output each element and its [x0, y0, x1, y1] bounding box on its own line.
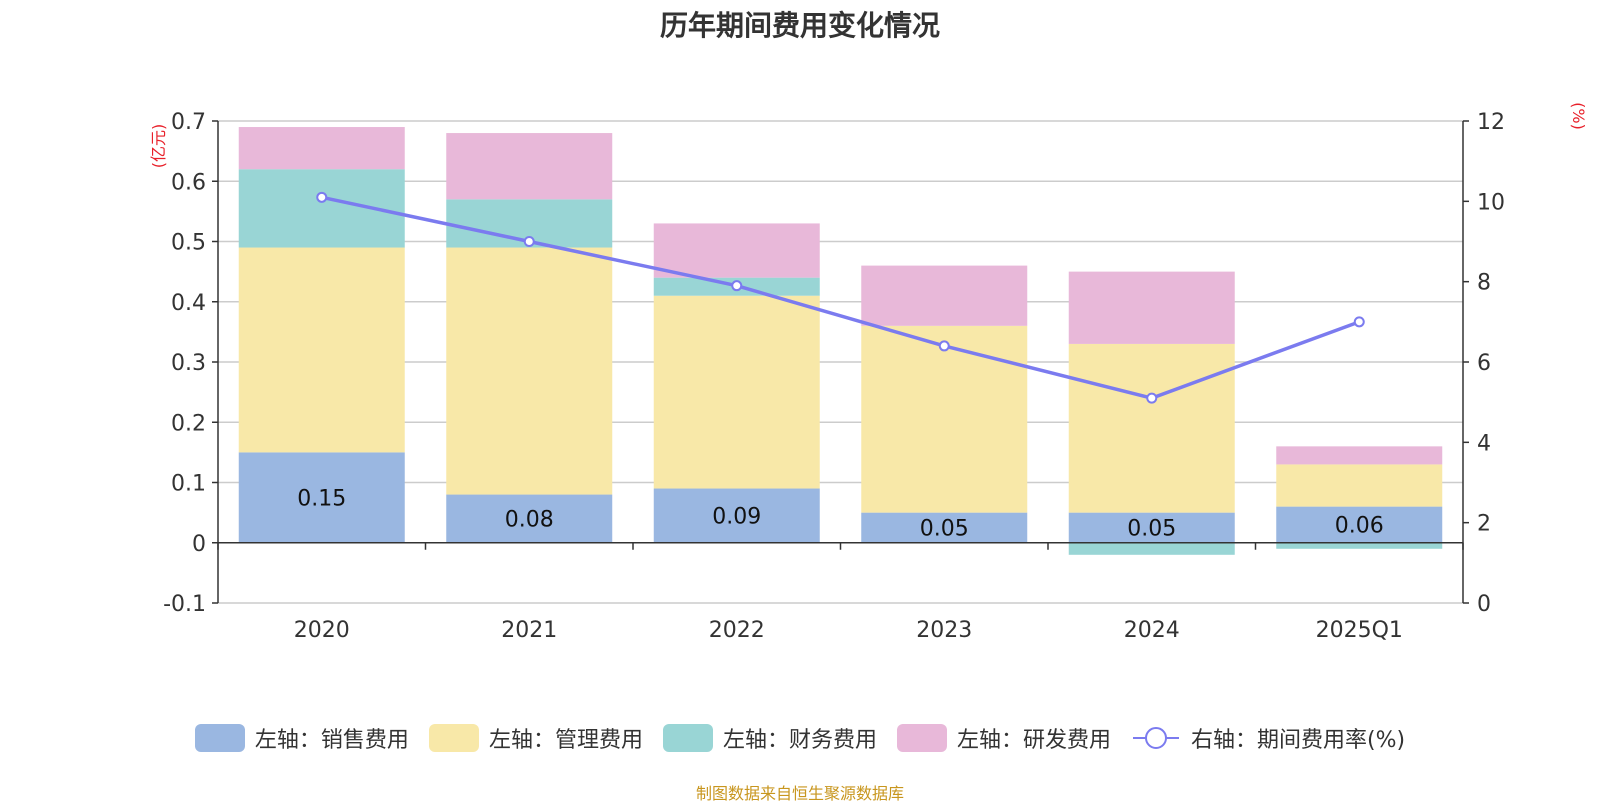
- grid-lines: [218, 120, 1463, 604]
- legend-item[interactable]: 左轴：研发费用: [896, 722, 1111, 754]
- bar-segment: [861, 512, 1028, 543]
- chart-title: 历年期间费用变化情况: [659, 9, 940, 42]
- left-axis-tick-label: 0: [192, 532, 206, 557]
- bar-segment: [238, 247, 405, 453]
- legend-label: 右轴：期间费用率(%): [1190, 728, 1406, 753]
- right-axis-tick-label: 4: [1477, 431, 1491, 456]
- left-axis-tick-label: 0.3: [171, 351, 206, 376]
- legend-item[interactable]: 左轴：财务费用: [662, 722, 877, 754]
- bar-segment: [238, 127, 405, 170]
- bar-series: [238, 127, 1443, 555]
- source-note: 制图数据来自恒生聚源数据库: [695, 784, 904, 803]
- x-axis-tick-label: 2023: [916, 618, 972, 643]
- legend-line-circle-icon: [1132, 727, 1179, 749]
- legend-swatch: [662, 724, 713, 752]
- legend: 左轴：销售费用 左轴：管理费用 左轴：财务费用 左轴：研发费用 右轴：期间费用率(%): [0, 718, 1600, 758]
- right-axis-tick-label: 6: [1477, 351, 1491, 376]
- right-axis-tick-label: 2: [1477, 512, 1491, 537]
- rate-point: [1353, 316, 1365, 328]
- bar-segment: [1276, 542, 1443, 549]
- x-axis-tick-label: 2020: [294, 618, 350, 643]
- chart-plot: -0.1 0 0.1 0.2 0.3 0.4 0.5 0.6 0.7 0 2 4 6 8 10 12 (亿元) (…: [149, 102, 1588, 643]
- left-axis-tick-label: 0.5: [171, 231, 206, 256]
- rate-point: [1146, 392, 1158, 404]
- bar-segment: [446, 247, 613, 495]
- rate-line-series: [316, 191, 1365, 404]
- bar-segment: [238, 452, 405, 543]
- bar-segment: [1276, 446, 1443, 465]
- right-axis-tick-label: 12: [1477, 110, 1505, 135]
- bar-segment: [1068, 343, 1235, 513]
- left-axis-unit: (亿元): [149, 124, 168, 169]
- bar-value-label: 0.08: [505, 508, 554, 533]
- left-axis-tick-label: 0.4: [171, 291, 206, 316]
- legend-item[interactable]: 左轴：销售费用: [194, 722, 409, 754]
- legend-item[interactable]: 右轴：期间费用率(%): [1131, 722, 1405, 754]
- axes: -0.1 0 0.1 0.2 0.3 0.4 0.5 0.6 0.7 0 2 4 6 8 10 12 (亿元) (…: [149, 102, 1588, 643]
- bar-value-label: 0.05: [1127, 517, 1176, 542]
- bar-segment: [446, 494, 613, 543]
- legend-item[interactable]: 左轴：管理费用: [428, 722, 643, 754]
- legend-label: 左轴：研发费用: [956, 728, 1111, 753]
- bar-segment: [1068, 512, 1235, 543]
- bar-segment: [1276, 506, 1443, 543]
- left-axis-tick-label: 0.7: [171, 110, 206, 135]
- bar-value-label: 0.06: [1335, 514, 1384, 539]
- legend-label: 左轴：管理费用: [488, 728, 643, 753]
- right-axis-tick-label: 0: [1477, 592, 1491, 617]
- bar-value-label: 0.15: [297, 487, 346, 512]
- x-axis-tick-label: 2022: [709, 618, 765, 643]
- bar-segment: [861, 265, 1028, 326]
- legend-label: 左轴：财务费用: [722, 728, 877, 753]
- bar-value-label: 0.05: [920, 517, 969, 542]
- bar-value-label: 0.09: [712, 505, 761, 530]
- bar-segment: [653, 223, 820, 278]
- bar-segment: [1276, 464, 1443, 507]
- left-axis-tick-label: 0.1: [171, 472, 206, 497]
- right-axis-tick-label: 8: [1477, 271, 1491, 296]
- bar-segment: [653, 295, 820, 489]
- bar-segment: [861, 325, 1028, 513]
- rate-point: [316, 191, 328, 203]
- legend-label: 左轴：销售费用: [254, 728, 409, 753]
- left-axis-tick-label: -0.1: [163, 592, 206, 617]
- x-axis-tick-label: 2025Q1: [1316, 618, 1403, 643]
- rate-point: [523, 236, 535, 247]
- left-axis-tick-label: 0.6: [171, 170, 206, 195]
- legend-swatch: [896, 724, 947, 752]
- legend-swatch: [428, 724, 479, 752]
- rate-line: [321, 195, 1360, 400]
- legend-swatch: [194, 724, 245, 752]
- x-axis-tick-label: 2021: [501, 618, 557, 643]
- bar-segment: [446, 133, 613, 200]
- bar-segment: [653, 488, 820, 543]
- bar-segment: [1068, 271, 1235, 344]
- left-axis-tick-label: 0.2: [171, 411, 206, 436]
- data-labels: 0.15 0.08 0.09 0.05 0.05 0.06: [297, 487, 1383, 542]
- rate-point: [731, 280, 743, 292]
- rate-point: [938, 340, 950, 352]
- right-axis-unit: (%): [1569, 102, 1588, 130]
- right-axis-tick-label: 10: [1477, 190, 1505, 215]
- bar-segment: [1068, 542, 1235, 555]
- x-axis-tick-label: 2024: [1124, 618, 1180, 643]
